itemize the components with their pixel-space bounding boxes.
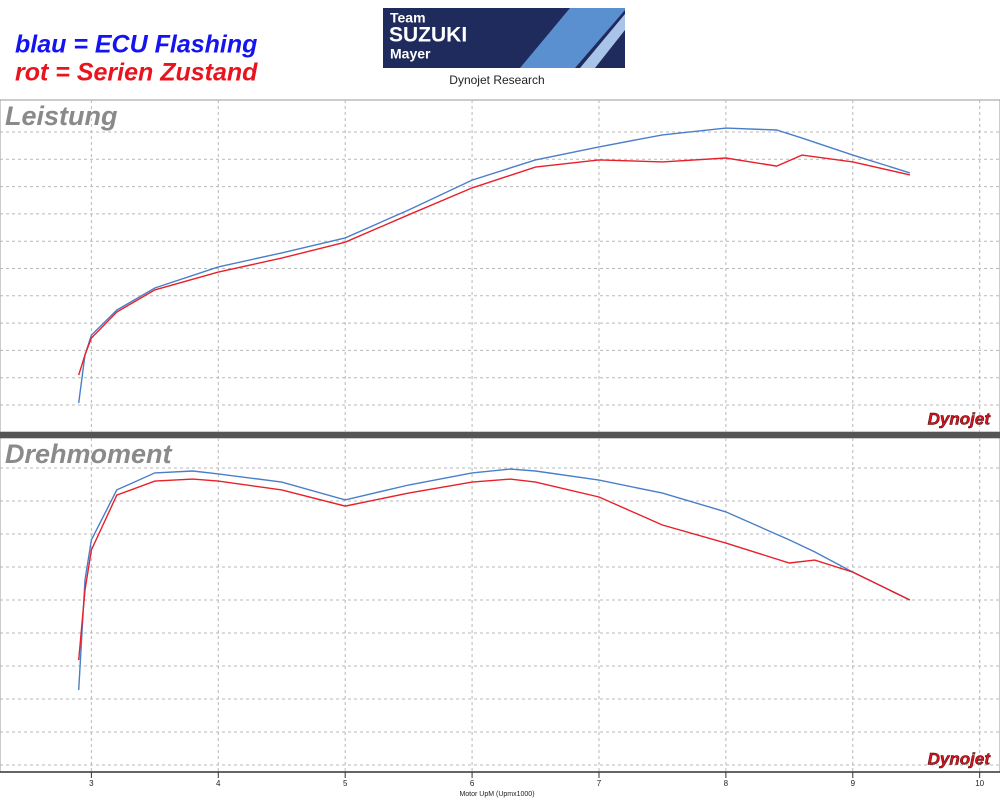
x-tick-label: 5	[343, 779, 348, 788]
x-tick-label: 10	[975, 779, 984, 788]
plot-area	[0, 99, 1000, 433]
x-tick-label: 7	[597, 779, 602, 788]
logo-text: SUZUKI	[389, 24, 467, 47]
x-axis-label: Motor UpM (Upmx1000)	[459, 791, 534, 798]
plot-area	[0, 437, 1000, 773]
logo-subtitle: Dynojet Research	[449, 73, 544, 87]
panel-title: Drehmoment	[5, 439, 173, 469]
series-line	[78, 154, 911, 376]
logo-stripe	[580, 14, 625, 68]
watermark: Dynojet	[928, 409, 992, 428]
x-tick-label: 8	[724, 779, 729, 788]
watermark: Dynojet	[928, 749, 992, 768]
x-tick-label: 6	[470, 779, 475, 788]
x-tick-label: 9	[851, 779, 856, 788]
series-line	[78, 127, 911, 404]
series-line	[78, 468, 911, 691]
logo-stripe	[520, 8, 625, 68]
panel-title: Leistung	[5, 101, 118, 131]
legend-entry: rot = Serien Zustand	[15, 59, 258, 87]
series-line	[78, 478, 911, 661]
legend-entry: blau = ECU Flashing	[15, 31, 257, 59]
logo-text: Team	[390, 10, 426, 26]
logo: Team SUZUKI Mayer Dynojet Research	[383, 8, 625, 87]
panel-divider	[0, 432, 1000, 438]
logo-text: Mayer	[390, 46, 431, 62]
x-tick-label: 4	[216, 779, 221, 788]
x-tick-label: 3	[89, 779, 94, 788]
